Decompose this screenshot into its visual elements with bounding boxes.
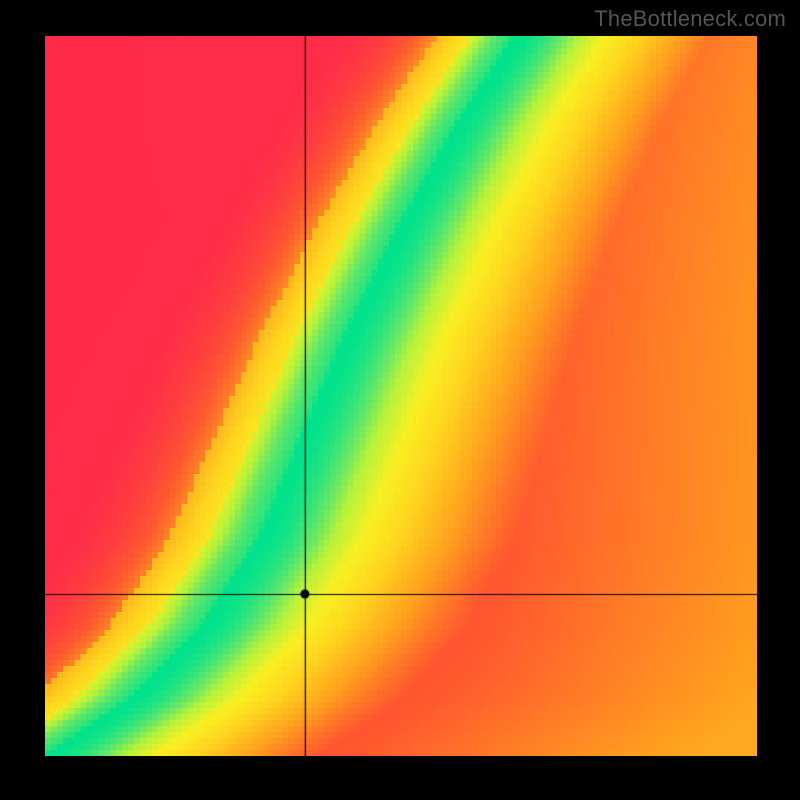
chart-container: TheBottleneck.com [0,0,800,800]
crosshair-overlay [45,36,757,756]
watermark-text: TheBottleneck.com [594,6,786,32]
